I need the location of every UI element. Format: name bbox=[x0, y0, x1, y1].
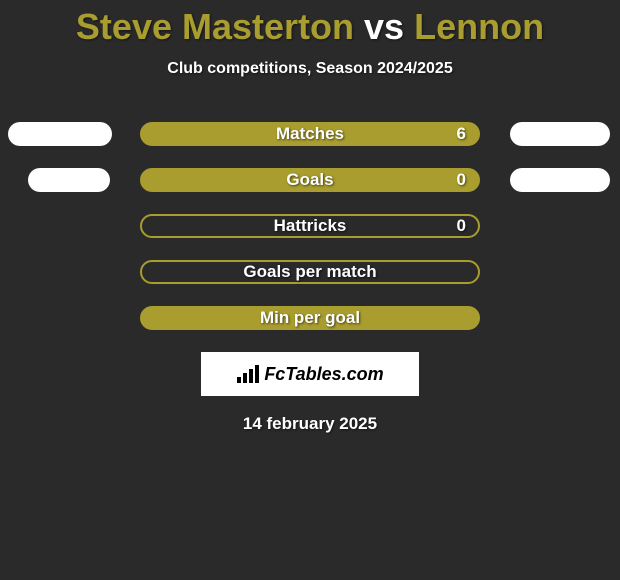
footer-date: 14 february 2025 bbox=[0, 414, 620, 434]
chart-bars-icon bbox=[236, 364, 260, 384]
stat-label: Min per goal bbox=[142, 308, 478, 328]
logo: FcTables.com bbox=[236, 364, 383, 385]
stat-row: Goals per match bbox=[0, 260, 620, 286]
left-pill bbox=[8, 122, 112, 146]
stat-bar: Goals per match bbox=[140, 260, 480, 284]
stats-container: Matches6Goals0Hattricks0Goals per matchM… bbox=[0, 122, 620, 332]
stat-bar: Matches6 bbox=[140, 122, 480, 146]
stat-right-value: 0 bbox=[457, 170, 466, 190]
logo-box: FcTables.com bbox=[201, 352, 419, 396]
stat-label: Goals bbox=[142, 170, 478, 190]
comparison-title: Steve Masterton vs Lennon bbox=[0, 0, 620, 48]
stat-bar: Hattricks0 bbox=[140, 214, 480, 238]
right-pill bbox=[510, 168, 610, 192]
stat-row: Goals0 bbox=[0, 168, 620, 194]
stat-label: Hattricks bbox=[142, 216, 478, 236]
vs-text: vs bbox=[364, 6, 404, 47]
player1-name: Steve Masterton bbox=[76, 6, 354, 47]
stat-right-value: 0 bbox=[457, 216, 466, 236]
stat-row: Min per goal bbox=[0, 306, 620, 332]
stat-label: Matches bbox=[142, 124, 478, 144]
player2-name: Lennon bbox=[414, 6, 544, 47]
stat-row: Hattricks0 bbox=[0, 214, 620, 240]
comparison-subtitle: Club competitions, Season 2024/2025 bbox=[0, 60, 620, 78]
stat-right-value: 6 bbox=[457, 124, 466, 144]
left-pill bbox=[28, 168, 110, 192]
stat-bar: Goals0 bbox=[140, 168, 480, 192]
logo-text: FcTables.com bbox=[264, 364, 383, 385]
stat-row: Matches6 bbox=[0, 122, 620, 148]
right-pill bbox=[510, 122, 610, 146]
stat-bar: Min per goal bbox=[140, 306, 480, 330]
stat-label: Goals per match bbox=[142, 262, 478, 282]
